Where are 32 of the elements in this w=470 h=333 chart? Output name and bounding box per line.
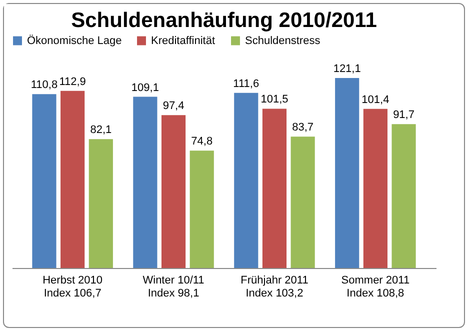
bar [363,108,388,268]
bar [60,90,85,268]
data-label: 83,7 [292,122,314,134]
x-tick-label: Herbst 2010 Index 106,7 [42,274,103,300]
bar [290,136,315,268]
bar [234,92,258,268]
data-label: 109,1 [131,82,159,94]
data-label: 74,8 [191,136,213,148]
bar [161,115,186,268]
bar [262,108,287,268]
legend-label: Kreditaffinität [151,34,216,47]
data-label: 101,5 [260,94,288,106]
data-label: 82,1 [90,124,112,136]
bar [32,94,56,268]
data-label: 112,9 [59,76,86,88]
bar [88,139,113,268]
data-label: 110,8 [30,79,58,92]
bar [133,96,158,268]
data-label: 101,4 [362,94,390,106]
data-label: 91,7 [393,109,414,122]
x-tick-label: Winter 10/11 Index 98,1 [142,274,204,300]
x-tick-label: Sommer 2011 Index 108,8 [341,274,410,300]
legend-label: Ökonomische Lage [27,34,122,47]
data-label: 97,4 [162,100,184,112]
bar [335,78,360,268]
data-label: 111,6 [233,78,260,90]
chart-title: Schuldenanhäufung 2010/2011 [71,9,378,32]
data-label: 121,1 [333,62,361,75]
x-tick-label: Frühjahr 2011 Index 103,2 [240,274,308,300]
bar [392,124,416,268]
bar [190,150,214,268]
legend-label: Schuldenstress [245,34,321,47]
